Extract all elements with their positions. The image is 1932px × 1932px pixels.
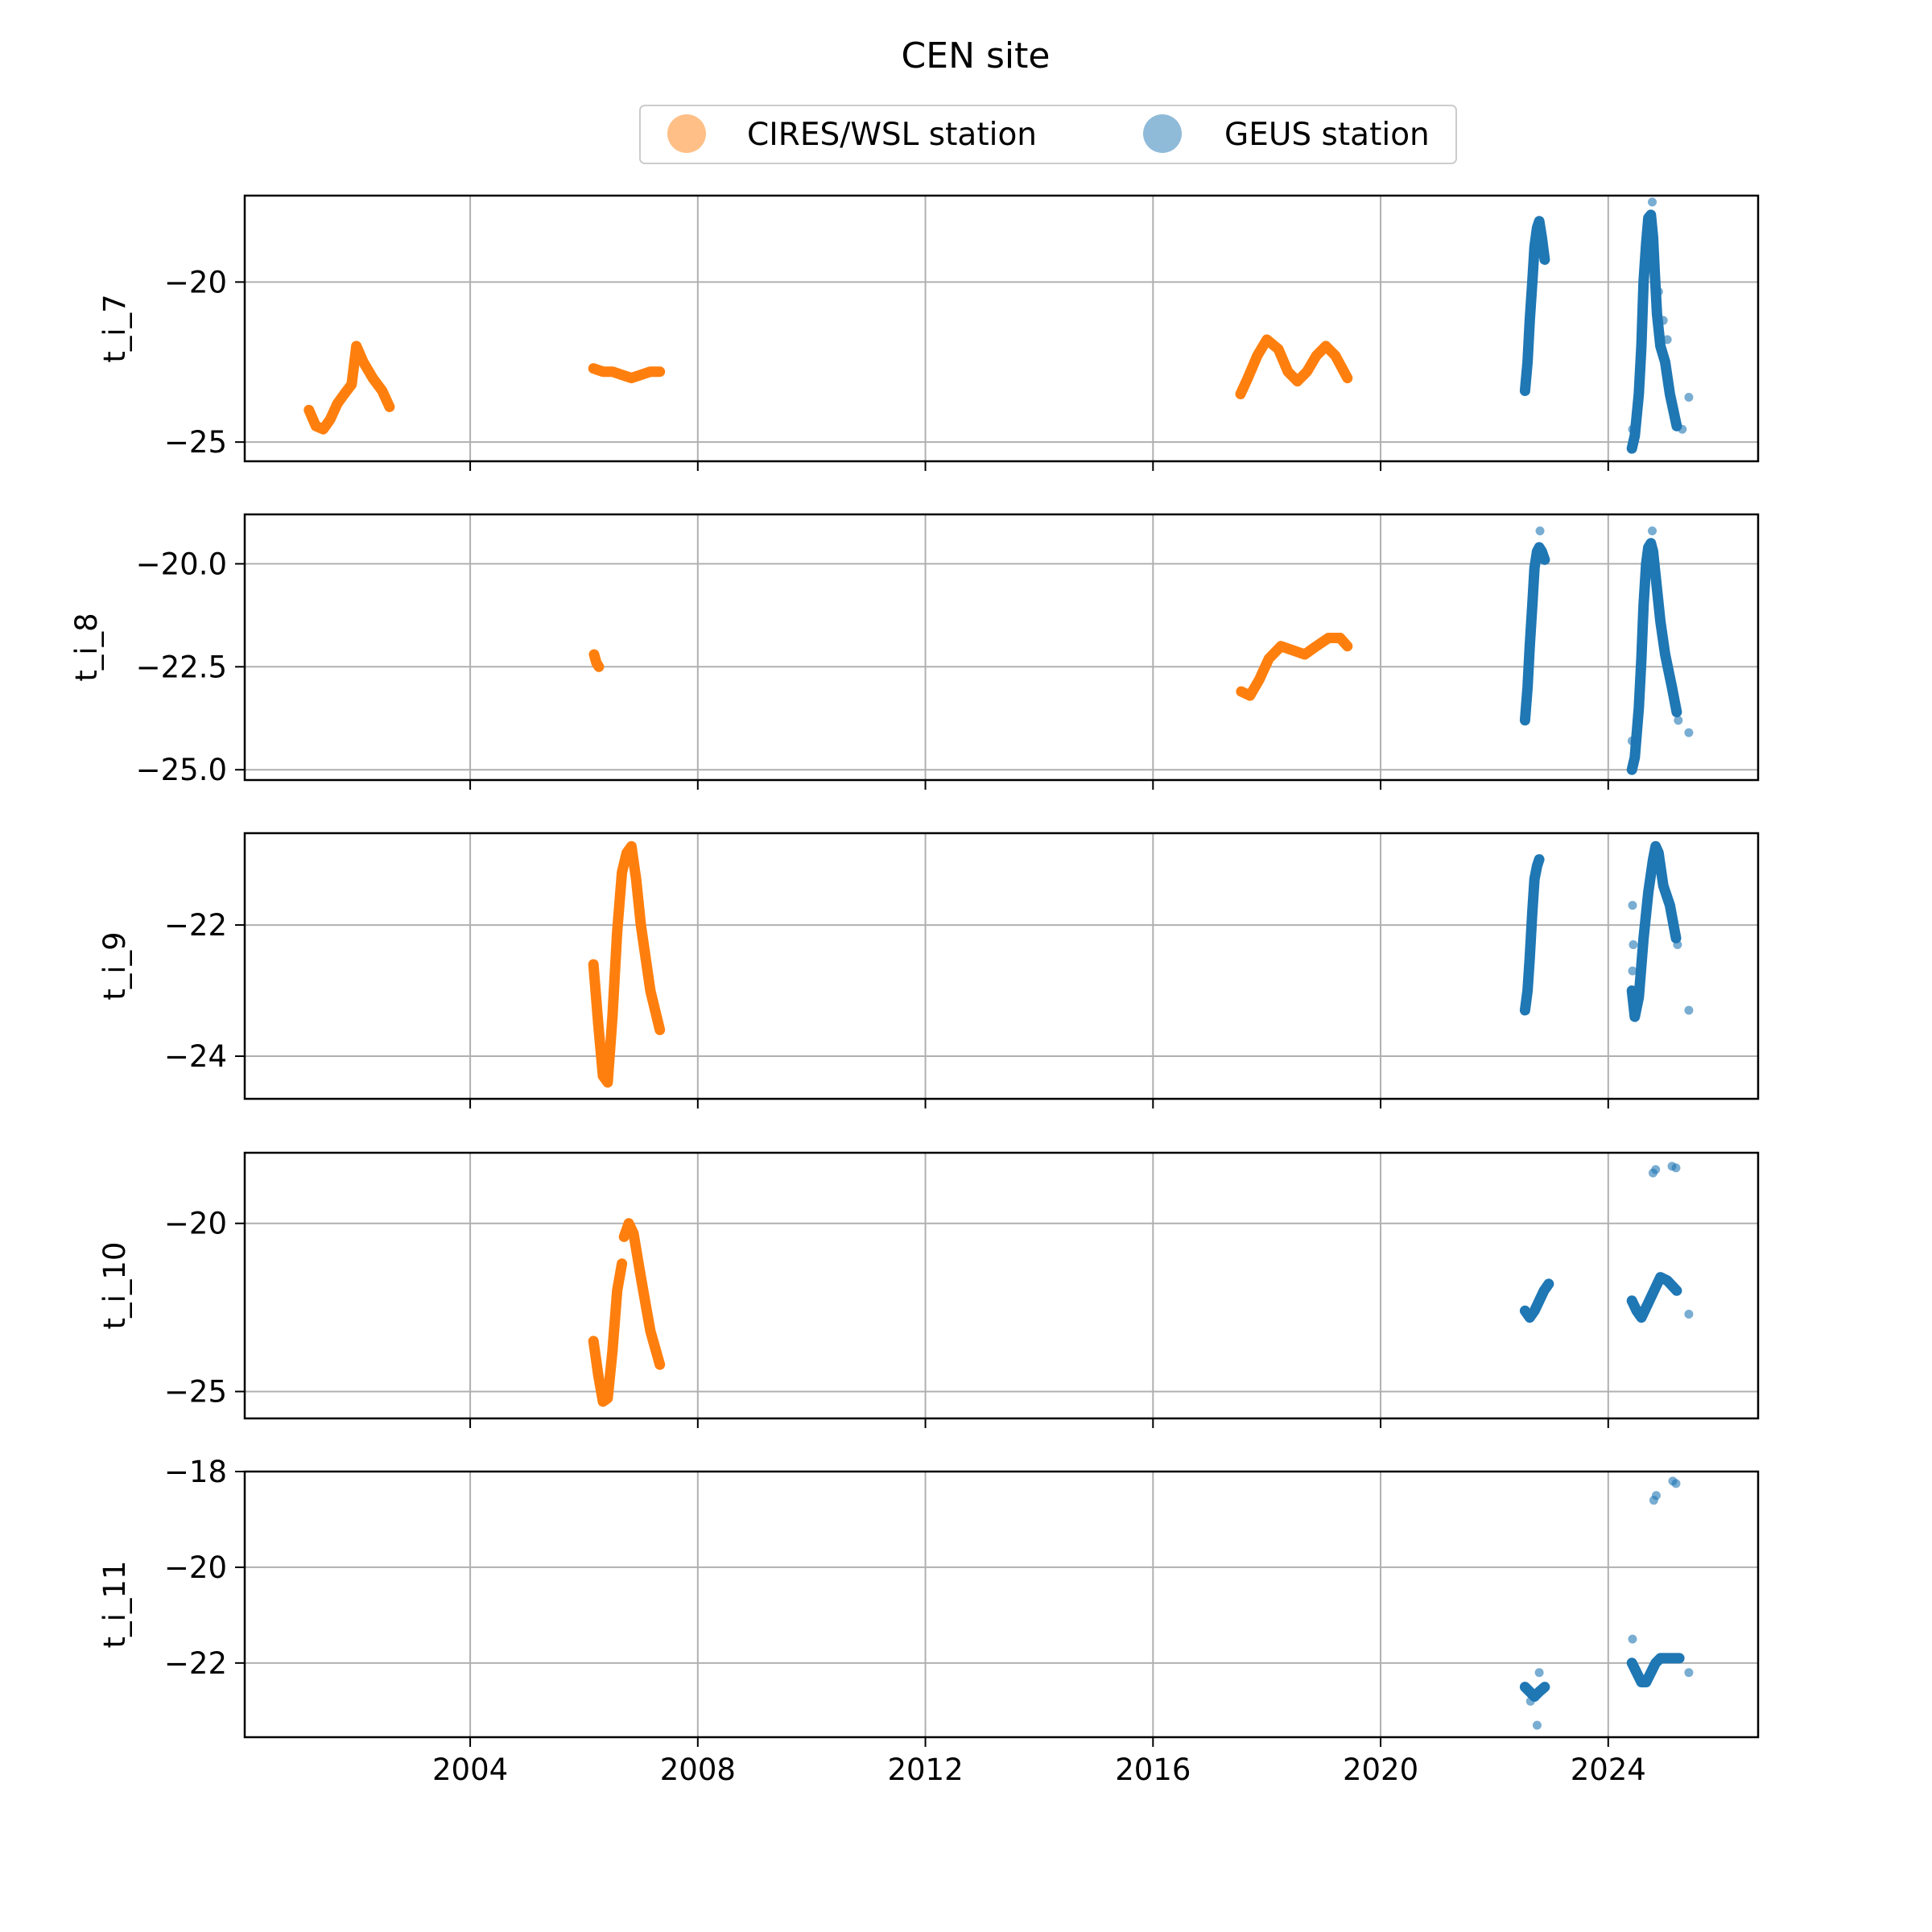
legend-label-cires: CIRES/WSL station — [747, 117, 1037, 153]
data-point — [1684, 1668, 1694, 1678]
data-point — [1662, 335, 1672, 345]
panel-t_i_8: −25.0 −22.5 −20.0 t_i_8 — [69, 513, 1760, 790]
series-track — [1626, 209, 1682, 454]
series-track — [588, 649, 605, 672]
data-point — [1684, 1005, 1694, 1015]
series-track — [1519, 216, 1550, 396]
x-tick-label: 2016 — [1115, 1752, 1191, 1787]
series-track — [1626, 1653, 1685, 1688]
data-point — [1648, 197, 1657, 207]
x-tick-label: 2020 — [1343, 1752, 1418, 1787]
axes-frame — [243, 513, 1760, 782]
series-track — [1519, 542, 1550, 726]
data-point — [1628, 1634, 1637, 1644]
x-tick-label: 2024 — [1571, 1752, 1646, 1787]
data-point — [1678, 424, 1687, 434]
legend-frame — [639, 105, 1457, 164]
data-point — [1671, 1163, 1681, 1173]
y-tick-label: −22.5 — [136, 650, 227, 684]
y-tick-label: −24 — [164, 1039, 227, 1074]
data-point — [1684, 392, 1694, 402]
data-point — [1628, 424, 1637, 434]
data-point — [1525, 1696, 1535, 1706]
panel-t_i_9: −24 −22 t_i_9 — [97, 832, 1760, 1108]
y-tick-label: −20.0 — [136, 547, 227, 581]
series-track — [303, 341, 395, 435]
legend-marker-geus — [1143, 114, 1182, 153]
y-tick-label: −25 — [164, 425, 227, 460]
data-point — [1532, 1720, 1542, 1730]
y-tick-label: −20 — [164, 1550, 227, 1585]
panels: −25 −20 t_i_7 −25.0 −22.5 −20.0 t_i_8 −24 −22 t_i… — [69, 194, 1760, 1787]
series-track — [1236, 633, 1353, 701]
panel-t_i_11: −22 −20 −18 t_i_11 2004 2008 2012 2016 2020 2024 — [97, 1455, 1760, 1787]
x-tick-label: 2008 — [660, 1752, 736, 1787]
y-axis-label: t_i_11 — [97, 1561, 132, 1649]
series-track — [1519, 854, 1545, 1016]
series-track — [1626, 538, 1682, 775]
data-point — [1628, 901, 1637, 910]
x-tick-label: 2004 — [432, 1752, 508, 1787]
panel-t_i_7: −25 −20 t_i_7 — [97, 194, 1760, 471]
series-track — [588, 840, 666, 1088]
y-axis-label: t_i_8 — [69, 613, 104, 681]
y-axis-label: t_i_10 — [97, 1242, 132, 1330]
legend-label-geus: GEUS station — [1224, 117, 1430, 153]
data-point — [1684, 1310, 1694, 1319]
data-point — [1651, 1491, 1661, 1501]
data-point — [1628, 966, 1637, 976]
axes-frame — [243, 1151, 1760, 1420]
y-tick-label: −18 — [164, 1455, 227, 1489]
axes-frame — [243, 194, 1760, 463]
data-point — [1629, 940, 1638, 950]
y-tick-label: −25 — [164, 1375, 227, 1410]
chart-title: CEN site — [902, 35, 1051, 76]
y-tick-label: −22 — [164, 1646, 227, 1681]
data-point — [1653, 287, 1663, 296]
data-point — [1651, 1165, 1661, 1174]
axes-frame — [243, 1470, 1760, 1739]
data-point — [1671, 1479, 1681, 1488]
data-point — [1627, 736, 1637, 745]
y-axis-label: t_i_9 — [97, 931, 132, 1000]
panel-t_i_10: −25 −20 t_i_10 — [97, 1151, 1760, 1428]
series-track — [1519, 1278, 1554, 1323]
data-point — [1535, 526, 1545, 535]
y-tick-label: −22 — [164, 908, 227, 943]
axes-frame — [243, 832, 1760, 1100]
series-track — [1235, 334, 1353, 399]
data-point — [1674, 716, 1683, 725]
y-tick-label: −20 — [164, 265, 227, 299]
x-tick-label: 2012 — [887, 1752, 963, 1787]
data-point — [1648, 526, 1657, 535]
legend-marker-cires — [667, 114, 706, 153]
series-track — [618, 1218, 666, 1370]
legend: CIRES/WSL station GEUS station — [639, 105, 1457, 164]
data-point — [1534, 1668, 1544, 1678]
series-track — [588, 1258, 628, 1407]
series-track — [1519, 1682, 1550, 1702]
y-axis-label: t_i_7 — [97, 294, 132, 362]
series-track — [1626, 1272, 1682, 1323]
y-tick-label: −25.0 — [136, 753, 227, 787]
data-point — [1684, 728, 1694, 737]
y-tick-label: −20 — [164, 1207, 227, 1241]
data-point — [1673, 940, 1682, 950]
series-track — [1626, 840, 1682, 1022]
series-track — [588, 363, 666, 384]
data-point — [1658, 316, 1668, 325]
